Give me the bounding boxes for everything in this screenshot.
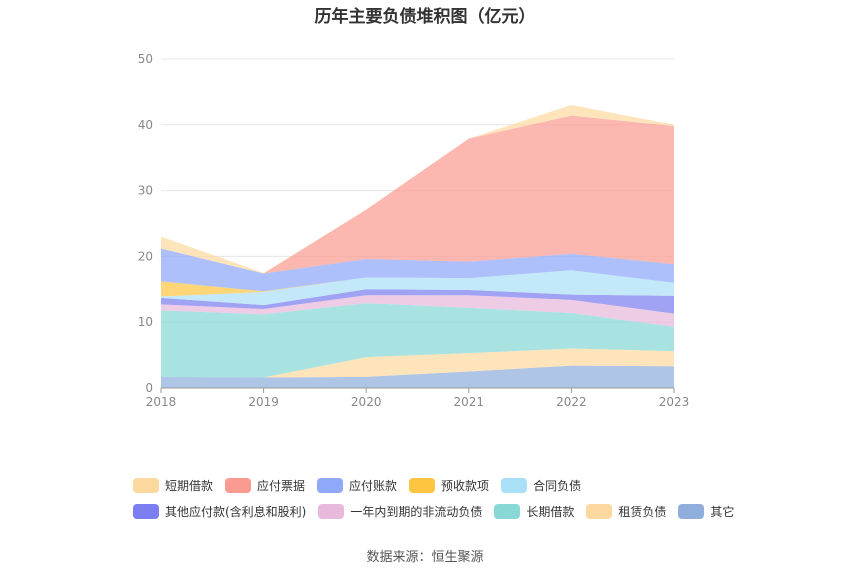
chart-title: 历年主要负债堆积图（亿元）: [314, 7, 536, 27]
legend-item[interactable]: 预收款项: [409, 477, 489, 494]
area-series: [161, 270, 674, 306]
legend-label: 预收款项: [441, 478, 490, 493]
legend-item[interactable]: 短期借款: [133, 477, 213, 494]
legend-label: 其它: [710, 504, 735, 519]
x-tick-label: 2019: [248, 395, 279, 409]
y-tick-label: 40: [138, 118, 153, 132]
x-tick-label: 2023: [659, 395, 690, 409]
legend-item[interactable]: 合同负债: [501, 477, 581, 494]
area-series: [161, 248, 674, 292]
legend-label: 长期借款: [526, 504, 575, 519]
area-series: [161, 303, 674, 378]
legend-label: 租赁负债: [618, 504, 667, 519]
legend-row: 其他应付款(含利息和股利) 一年内到期的非流动负债 长期借款 租赁负债 其它: [133, 498, 773, 524]
legend-swatch: [317, 477, 344, 493]
legend-label: 其他应付款(含利息和股利): [165, 504, 307, 519]
axes: 0 10 20 30 40 50 2018 2019 2020 2021 2022 2023: [138, 52, 690, 409]
y-tick-label: 20: [138, 249, 153, 263]
legend-label: 合同负债: [533, 478, 582, 493]
legend-item[interactable]: 长期借款: [494, 503, 574, 520]
legend-item[interactable]: 租赁负债: [586, 503, 666, 520]
y-tick-label: 10: [138, 315, 153, 329]
legend-swatch: [318, 503, 345, 519]
x-tick-label: 2018: [146, 395, 177, 409]
legend-label: 应付账款: [349, 478, 398, 493]
legend-swatch: [133, 503, 159, 519]
legend-label: 短期借款: [165, 478, 214, 493]
legend-item[interactable]: 其它: [678, 503, 734, 520]
area-series: [161, 348, 674, 378]
legend-label: 一年内到期的非流动负债: [350, 504, 483, 519]
legend-item[interactable]: 应付票据: [225, 477, 305, 494]
area-series: [161, 270, 674, 297]
x-tick-label: 2020: [351, 395, 382, 409]
x-tick-label: 2021: [454, 395, 485, 409]
area-series: [161, 289, 674, 314]
legend-swatch: [494, 503, 521, 519]
stacked-areas: [161, 105, 674, 388]
legend-swatch: [678, 503, 705, 519]
y-tick-label: 50: [138, 52, 153, 66]
legend-swatch: [409, 477, 436, 493]
legend-item[interactable]: 其他应付款(含利息和股利): [133, 503, 306, 520]
area-series: [161, 115, 674, 274]
legend-swatch: [133, 477, 159, 493]
x-tick-label: 2022: [556, 395, 587, 409]
area-series: [161, 105, 674, 274]
y-tick-label: 30: [138, 184, 153, 198]
legend: 短期借款 应付票据 应付账款 预收款项 合同负债 其他应付款(含利息和股利) 一年内到期的…: [133, 472, 773, 524]
area-series: [161, 295, 674, 327]
y-tick-label: 0: [145, 381, 153, 395]
legend-label: 应付票据: [257, 478, 306, 493]
data-source: 数据来源：恒生聚源: [366, 550, 484, 565]
legend-swatch: [586, 503, 613, 519]
legend-row: 短期借款 应付票据 应付账款 预收款项 合同负债: [133, 472, 773, 498]
legend-item[interactable]: 应付账款: [317, 477, 397, 494]
legend-item[interactable]: 一年内到期的非流动负债: [318, 503, 482, 520]
area-series: [161, 365, 674, 388]
area-chart: 0 10 20 30 40 50 2018 2019 2020 2021 2022 2023: [138, 52, 690, 409]
legend-swatch: [225, 477, 252, 493]
legend-swatch: [501, 477, 528, 493]
